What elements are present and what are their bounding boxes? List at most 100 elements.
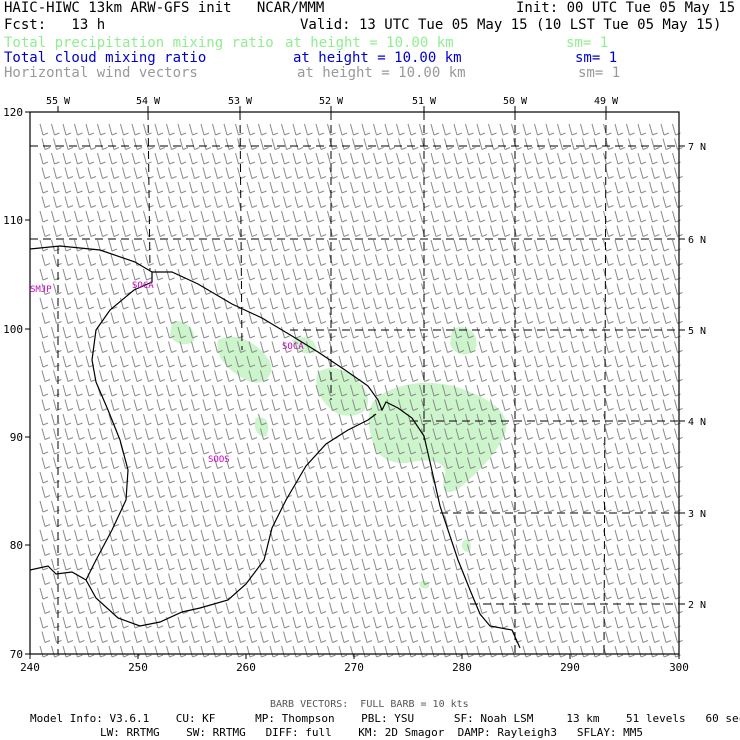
wind-barb xyxy=(246,500,256,513)
wind-barb xyxy=(338,442,348,455)
wind-barb xyxy=(235,529,244,542)
wind-barb xyxy=(628,544,637,556)
wind-barb xyxy=(202,631,212,643)
wind-barb xyxy=(64,312,74,324)
wind-barb xyxy=(283,544,292,556)
wind-barb xyxy=(260,254,269,266)
wind-barb xyxy=(384,355,394,368)
wind-barb xyxy=(559,254,568,266)
wind-barb xyxy=(455,573,465,585)
wind-barb xyxy=(467,370,476,382)
wind-barb xyxy=(570,515,580,527)
wind-barb xyxy=(166,297,175,310)
wind-barb xyxy=(444,196,453,208)
wind-barb xyxy=(281,210,290,223)
wind-barb xyxy=(662,225,672,237)
wind-barb xyxy=(258,616,267,629)
wind-barb xyxy=(384,239,394,252)
wind-barb xyxy=(396,210,405,223)
wind-barb xyxy=(501,515,511,527)
wind-barb xyxy=(522,500,532,513)
wind-barb xyxy=(547,486,557,498)
wind-barb xyxy=(421,138,430,150)
wind-barb xyxy=(338,152,348,165)
wind-barb xyxy=(651,196,660,208)
wind-barb xyxy=(283,312,292,324)
wind-barb xyxy=(62,645,72,658)
wind-barb xyxy=(628,341,637,353)
wind-barb xyxy=(614,384,624,397)
wind-barb xyxy=(513,167,522,179)
wind-barb xyxy=(235,268,244,281)
wind-barb xyxy=(191,573,200,585)
wind-barb xyxy=(547,167,557,179)
wind-barb xyxy=(223,152,233,165)
wind-barb xyxy=(294,631,304,643)
latlon-grid xyxy=(30,111,679,655)
wind-barb xyxy=(122,631,131,643)
wind-barb xyxy=(340,138,350,150)
wind-barb xyxy=(281,268,290,281)
wind-barb xyxy=(605,341,614,353)
wind-barb xyxy=(292,181,302,194)
wind-barb xyxy=(306,515,315,527)
wind-barb xyxy=(304,181,313,194)
wind-barb xyxy=(501,428,511,440)
wind-barb xyxy=(476,384,486,397)
wind-barb xyxy=(131,297,141,310)
wind-barb xyxy=(559,225,568,237)
wind-barb xyxy=(97,529,106,542)
wind-barb xyxy=(156,196,166,208)
wind-barb xyxy=(398,428,407,440)
wind-barb xyxy=(177,355,187,368)
wind-barb xyxy=(580,123,589,136)
wind-barb xyxy=(637,384,647,397)
wind-barb xyxy=(97,442,106,455)
wind-barb xyxy=(74,152,83,165)
wind-barb xyxy=(74,268,83,281)
wind-barb xyxy=(64,428,74,440)
wind-barb xyxy=(131,181,141,194)
wind-barb xyxy=(327,471,336,484)
wind-barb xyxy=(223,413,233,426)
wind-barb xyxy=(488,297,497,310)
wind-barb xyxy=(200,616,210,629)
wind-barb xyxy=(74,500,83,513)
wind-barb xyxy=(97,355,106,368)
wind-barb xyxy=(177,587,187,600)
wind-barb xyxy=(616,428,626,440)
wind-barb xyxy=(536,370,545,382)
wind-barb xyxy=(338,587,348,600)
wind-barb xyxy=(87,196,97,208)
wind-barb xyxy=(580,181,589,194)
wind-barb xyxy=(453,297,463,310)
wind-barb xyxy=(603,123,612,136)
wind-barb xyxy=(64,544,74,556)
wind-barb xyxy=(122,399,131,411)
wind-barb xyxy=(614,645,624,658)
wind-barb xyxy=(166,152,175,165)
wind-barb xyxy=(375,457,384,469)
wind-barb xyxy=(189,529,198,542)
wind-barb xyxy=(87,225,97,237)
wind-barb xyxy=(662,138,672,150)
wind-barb xyxy=(99,254,108,266)
wind-barb xyxy=(340,602,350,614)
wind-barb xyxy=(258,645,267,658)
wind-barb xyxy=(419,210,428,223)
wind-barb xyxy=(39,587,49,600)
wind-barb xyxy=(570,486,580,498)
wind-barb xyxy=(524,515,534,527)
wind-barb xyxy=(258,181,267,194)
wind-barb xyxy=(568,558,578,571)
wind-barb xyxy=(547,196,557,208)
wind-barb xyxy=(304,500,313,513)
wind-barb xyxy=(363,138,373,150)
wind-barb xyxy=(269,297,279,310)
wind-barb xyxy=(593,399,603,411)
wind-barb xyxy=(39,413,49,426)
wind-barb xyxy=(62,442,72,455)
wind-barb xyxy=(258,355,267,368)
wind-barb xyxy=(145,486,154,498)
wind-barb xyxy=(97,326,106,339)
